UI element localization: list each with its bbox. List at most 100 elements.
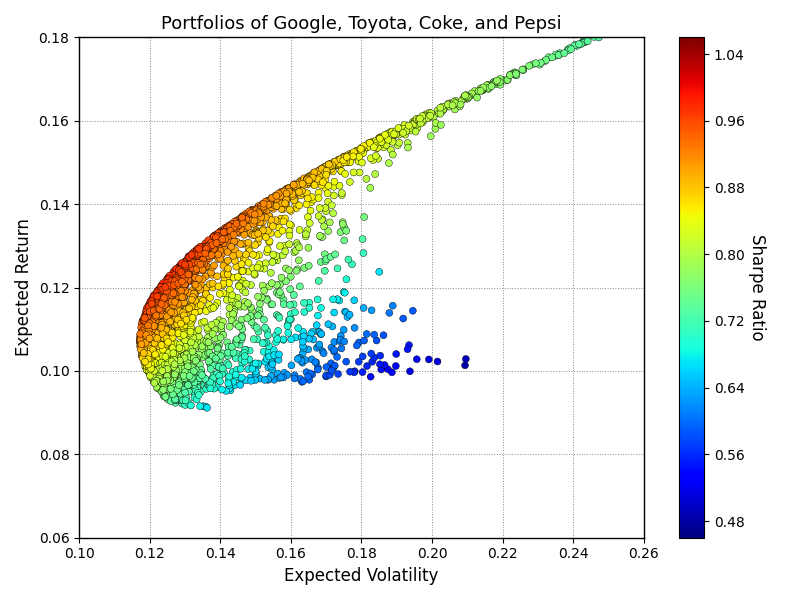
Point <box>165 307 178 317</box>
Point <box>289 188 302 198</box>
Point <box>334 335 346 344</box>
Point <box>217 289 230 298</box>
Point <box>164 368 177 377</box>
Point <box>160 372 173 382</box>
Point <box>162 326 175 335</box>
Point <box>162 289 175 299</box>
Point <box>204 249 217 259</box>
Point <box>149 350 162 359</box>
Point <box>163 317 176 327</box>
Point <box>319 206 332 216</box>
Point <box>151 326 164 336</box>
Point <box>176 317 189 326</box>
Point <box>267 200 280 209</box>
Point <box>410 115 423 125</box>
Point <box>174 274 186 284</box>
Point <box>209 230 222 240</box>
Point <box>238 297 251 307</box>
Point <box>154 339 166 349</box>
Point <box>178 298 190 308</box>
Point <box>158 291 170 301</box>
Point <box>182 357 194 367</box>
Point <box>368 141 381 151</box>
X-axis label: Expected Volatility: Expected Volatility <box>284 567 438 585</box>
Point <box>218 228 231 238</box>
Point <box>421 113 434 123</box>
Point <box>146 364 158 374</box>
Point <box>166 343 179 353</box>
Point <box>165 332 178 341</box>
Point <box>238 254 250 264</box>
Point <box>299 232 312 241</box>
Point <box>139 331 152 341</box>
Point <box>190 264 203 274</box>
Point <box>150 295 162 304</box>
Point <box>166 269 179 278</box>
Point <box>201 241 214 251</box>
Point <box>190 395 203 404</box>
Point <box>149 347 162 357</box>
Point <box>172 268 185 277</box>
Point <box>373 133 386 143</box>
Point <box>300 199 313 209</box>
Point <box>238 224 250 233</box>
Point <box>196 336 209 346</box>
Point <box>229 256 242 266</box>
Point <box>176 292 189 302</box>
Point <box>314 303 327 313</box>
Point <box>285 185 298 194</box>
Point <box>198 242 210 251</box>
Point <box>149 332 162 342</box>
Point <box>160 306 173 316</box>
Point <box>167 379 180 389</box>
Point <box>270 331 282 340</box>
Y-axis label: Sharpe Ratio: Sharpe Ratio <box>747 234 766 341</box>
Point <box>173 307 186 316</box>
Point <box>141 361 154 370</box>
Point <box>140 362 153 371</box>
Point <box>194 248 207 258</box>
Point <box>167 280 180 289</box>
Point <box>138 343 150 352</box>
Point <box>286 190 299 199</box>
Point <box>318 221 330 231</box>
Point <box>303 375 316 385</box>
Point <box>283 220 296 229</box>
Point <box>279 185 292 195</box>
Point <box>150 343 162 353</box>
Point <box>135 323 148 332</box>
Point <box>222 256 234 265</box>
Point <box>155 364 168 374</box>
Point <box>353 167 366 177</box>
Point <box>160 299 173 309</box>
Point <box>332 160 345 170</box>
Point <box>522 61 535 71</box>
Point <box>147 375 160 385</box>
Point <box>510 69 522 79</box>
Point <box>260 354 273 364</box>
Point <box>148 299 161 309</box>
Point <box>259 232 272 242</box>
Point <box>146 350 159 360</box>
Point <box>397 128 410 137</box>
Point <box>141 332 154 341</box>
Point <box>179 342 192 352</box>
Point <box>178 367 191 377</box>
Point <box>186 373 198 383</box>
Point <box>390 130 402 139</box>
Point <box>186 347 199 356</box>
Point <box>154 371 166 381</box>
Point <box>286 184 298 193</box>
Point <box>150 311 162 320</box>
Point <box>270 194 283 204</box>
Point <box>169 296 182 306</box>
Point <box>154 376 166 385</box>
Point <box>146 308 159 317</box>
Point <box>356 148 369 158</box>
Point <box>162 368 174 377</box>
Point <box>157 377 170 386</box>
Point <box>160 275 173 285</box>
Point <box>169 295 182 305</box>
Point <box>341 151 354 160</box>
Point <box>206 341 218 350</box>
